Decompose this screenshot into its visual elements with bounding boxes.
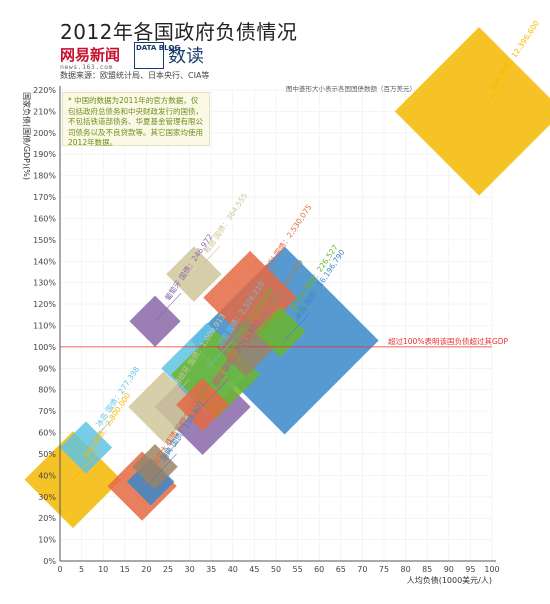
x-tick-label: 75 (379, 565, 389, 574)
y-tick-label: 10% (38, 536, 56, 545)
y-tick-label: 30% (38, 493, 56, 502)
leader-line (154, 438, 182, 468)
leader-line (249, 269, 277, 298)
y-tick-label: 140% (33, 257, 56, 266)
leader-line (163, 378, 190, 408)
x-tick-label: 25 (163, 565, 173, 574)
leader-line (202, 378, 229, 408)
x-tick-label: 65 (336, 565, 346, 574)
x-tick-label: 35 (206, 565, 216, 574)
x-tick-label: 100 (484, 565, 499, 574)
brand-logo: 网易新闻 (60, 46, 121, 64)
y-tick-label: 180% (33, 172, 56, 181)
x-tick-label: 95 (465, 565, 475, 574)
y-tick-label: 80% (38, 386, 56, 395)
chart-title: 2012年各国政府负债情况 (60, 20, 298, 44)
leader-line (245, 318, 272, 348)
y-tick-label: 0% (43, 557, 56, 566)
datablog-logo-frame (134, 42, 164, 69)
diamond-5 (129, 295, 181, 347)
threshold-label: 超过100%表明该国负债超过其GDP (388, 336, 509, 346)
brand-url: news.163.com (60, 63, 113, 71)
leader-line (206, 340, 234, 369)
leader-line (154, 293, 182, 322)
y-tick-label: 220% (33, 86, 56, 95)
x-tick-label: 85 (422, 565, 432, 574)
x-tick-label: 50 (271, 565, 281, 574)
y-tick-label: 120% (33, 300, 56, 309)
leader-line (280, 303, 307, 333)
leader-line (202, 376, 229, 405)
y-tick-label: 110% (33, 322, 56, 331)
datablog-shudu: 数读 (168, 46, 204, 67)
y-tick-label: 60% (38, 429, 56, 438)
x-tick-label: 60 (314, 565, 324, 574)
x-tick-label: 15 (120, 565, 130, 574)
y-tick-label: 50% (38, 450, 56, 459)
x-tick-label: 55 (293, 565, 303, 574)
x-tick-label: 30 (185, 565, 195, 574)
x-tick-label: 0 (57, 565, 62, 574)
y-tick-label: 100% (33, 343, 56, 352)
x-tick-label: 90 (444, 565, 454, 574)
data-source: 数据来源：欧盟统计局、日本央行、CIA等 (60, 71, 210, 80)
point-label: 冰岛 国债：277,398 (93, 364, 141, 429)
x-tick-label: 20 (141, 565, 151, 574)
leader-line (72, 451, 100, 480)
footnote-box: * 中国的数据为2011年的官方数据，仅包括政府总债务和中央财政发行的国债，不包… (62, 92, 210, 147)
y-tick-label: 150% (33, 236, 56, 245)
leader-line (215, 346, 242, 375)
x-axis-title: 人均负债(1000美元/人) (407, 575, 492, 585)
size-legend-note: 图中菱形大小表示各国国债数额（百万美元） (286, 85, 416, 93)
y-axis-title: 国家负债(国债/GDP)(%) (22, 92, 32, 180)
x-tick-label: 5 (79, 565, 84, 574)
leader-line (150, 453, 177, 482)
y-tick-label: 170% (33, 193, 56, 202)
x-tick-label: 80 (401, 565, 411, 574)
y-tick-label: 90% (38, 364, 56, 373)
y-tick-label: 200% (33, 129, 56, 138)
leader-line (85, 419, 113, 448)
y-tick-label: 70% (38, 407, 56, 416)
leader-line (284, 312, 311, 341)
y-tick-label: 210% (33, 107, 56, 116)
leader-line (478, 83, 506, 112)
y-tick-label: 20% (38, 514, 56, 523)
y-tick-label: 160% (33, 214, 56, 223)
diamond-0 (394, 27, 550, 196)
datablog-logo: DATA BLOG (136, 44, 181, 52)
leader-line (193, 245, 221, 275)
y-tick-label: 40% (38, 471, 56, 480)
y-tick-label: 130% (33, 279, 56, 288)
x-tick-label: 70 (357, 565, 367, 574)
x-tick-label: 40 (228, 565, 238, 574)
y-tick-label: 190% (33, 150, 56, 159)
x-tick-label: 10 (98, 565, 108, 574)
leader-line (141, 457, 169, 487)
x-tick-label: 45 (249, 565, 259, 574)
